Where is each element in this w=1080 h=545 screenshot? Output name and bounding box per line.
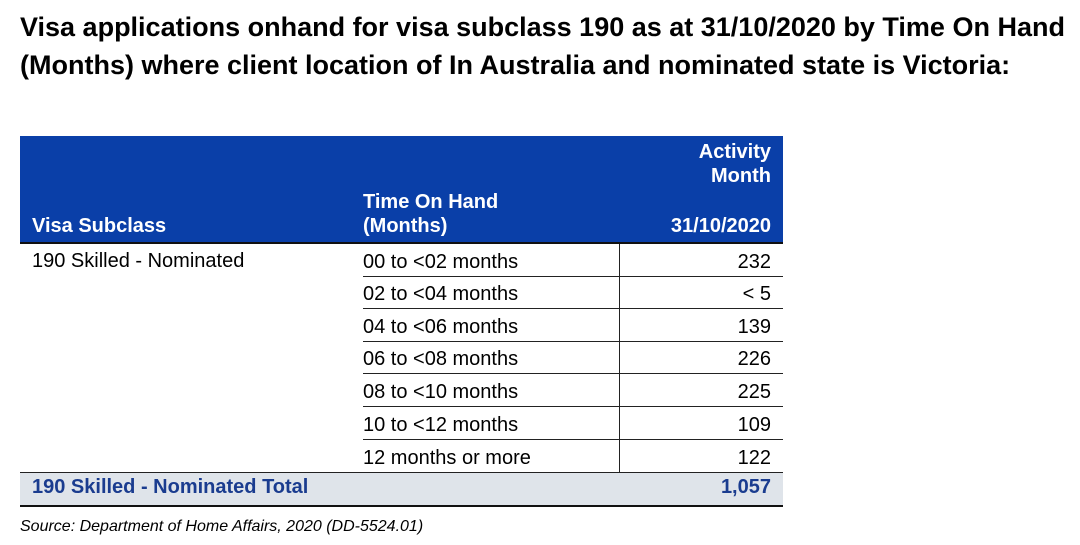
total-value: 1,057 <box>720 476 771 499</box>
table-row: 08 to <10 months 225 <box>20 374 783 407</box>
visa-table: Visa Subclass Time On Hand (Months) Acti… <box>20 136 783 508</box>
page-title: Visa applications onhand for visa subcla… <box>20 12 1065 80</box>
table-row: 06 to <08 months 226 <box>20 341 783 375</box>
header-divider <box>20 242 783 244</box>
table-row: 02 to <04 months < 5 <box>20 276 783 310</box>
row-value: < 5 <box>742 283 771 306</box>
table-row: 12 months or more 122 <box>20 439 783 473</box>
row-value: 226 <box>737 348 771 371</box>
header-time-on-hand-line1: Time On Hand <box>363 191 499 213</box>
header-date: 31/10/2020 <box>670 215 771 237</box>
source-note: Source: Department of Home Affairs, 2020… <box>20 518 424 535</box>
row-value: 109 <box>737 413 771 436</box>
row-range: 06 to <08 months <box>363 348 519 371</box>
table-row: 00 to <02 months 232 <box>20 244 783 277</box>
table-header: Visa Subclass Time On Hand (Months) Acti… <box>20 136 783 242</box>
row-value: 122 <box>737 447 771 470</box>
subclass-label: 190 Skilled - Nominated <box>32 250 245 272</box>
header-activity-month: Activity Month <box>699 140 771 188</box>
row-value: 139 <box>737 315 771 338</box>
row-range: 12 months or more <box>363 447 531 470</box>
header-visa-subclass: Visa Subclass <box>32 215 167 237</box>
table-body: 190 Skilled - Nominated 00 to <02 months… <box>20 244 783 473</box>
row-range: 04 to <06 months <box>363 315 519 338</box>
row-value: 232 <box>737 250 771 273</box>
header-time-on-hand-line2: (Months) <box>363 215 448 237</box>
total-row: 190 Skilled - Nominated Total 1,057 <box>20 472 783 506</box>
header-activity-line2: Month <box>711 165 771 187</box>
total-label: 190 Skilled - Nominated Total <box>32 476 309 499</box>
row-value: 225 <box>737 380 771 403</box>
row-range: 10 to <12 months <box>363 413 519 436</box>
header-time-on-hand: Time On Hand (Months) <box>363 190 498 238</box>
table-row: 04 to <06 months 139 <box>20 309 783 342</box>
row-range: 02 to <04 months <box>363 283 519 306</box>
row-range: 08 to <10 months <box>363 380 519 403</box>
header-activity-line1: Activity <box>698 141 771 163</box>
row-range: 00 to <02 months <box>363 250 519 273</box>
total-divider <box>20 505 783 508</box>
table-row: 10 to <12 months 109 <box>20 406 783 440</box>
